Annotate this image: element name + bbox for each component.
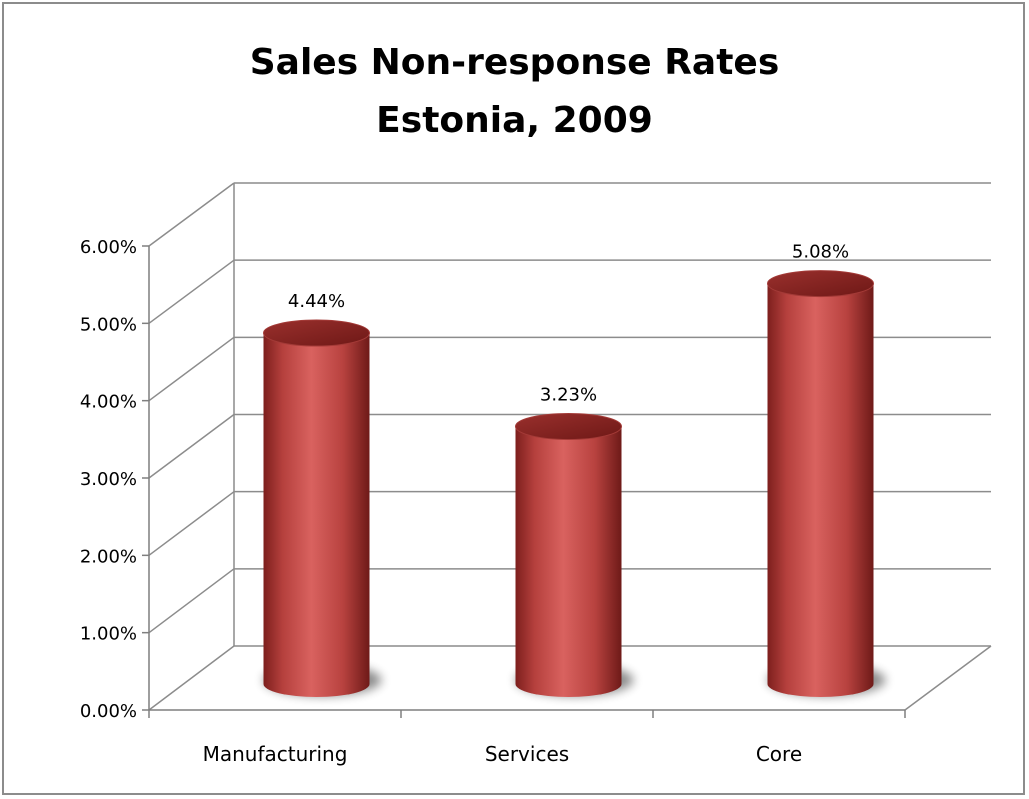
y-tick-label: 0.00% bbox=[80, 701, 137, 722]
x-tick-label: Core bbox=[756, 742, 802, 766]
bar-top bbox=[515, 412, 622, 440]
bars bbox=[263, 270, 886, 697]
chart-title-line-2: Estonia, 2009 bbox=[376, 100, 653, 141]
gridline-side bbox=[148, 336, 235, 402]
gridline-side bbox=[148, 259, 235, 324]
bar bbox=[263, 333, 370, 697]
bar-top bbox=[767, 270, 874, 298]
gridline-side bbox=[148, 491, 235, 556]
gridline-side bbox=[148, 645, 235, 711]
bar bbox=[767, 283, 874, 697]
y-tick-label: 1.00% bbox=[80, 624, 137, 645]
x-tick-label: Services bbox=[485, 742, 569, 766]
bar-top bbox=[263, 319, 370, 347]
bar bbox=[515, 426, 622, 697]
y-tick-label: 6.00% bbox=[80, 237, 137, 258]
y-tick-label: 3.00% bbox=[80, 469, 137, 490]
floor-edge bbox=[904, 645, 992, 711]
gridline-side bbox=[148, 413, 235, 479]
axes bbox=[142, 245, 906, 718]
data-label: 3.23% bbox=[540, 384, 597, 405]
data-label: 4.44% bbox=[288, 291, 345, 312]
y-tick-label: 4.00% bbox=[80, 392, 137, 413]
y-tick-label: 2.00% bbox=[80, 546, 137, 567]
chart-title: Sales Non-response Rates Estonia, 2009 bbox=[0, 34, 1029, 150]
gridline-side bbox=[148, 182, 235, 247]
y-tick-label: 5.00% bbox=[80, 314, 137, 335]
chart-title-line-1: Sales Non-response Rates bbox=[249, 42, 780, 83]
x-tick-label: Manufacturing bbox=[203, 742, 348, 766]
labels: 0.00% 1.00% 2.00% 3.00% 4.00% 5.00% 6.00% 4.44%… bbox=[80, 237, 849, 766]
gridline-side bbox=[148, 568, 235, 634]
data-label: 5.08% bbox=[792, 242, 849, 263]
